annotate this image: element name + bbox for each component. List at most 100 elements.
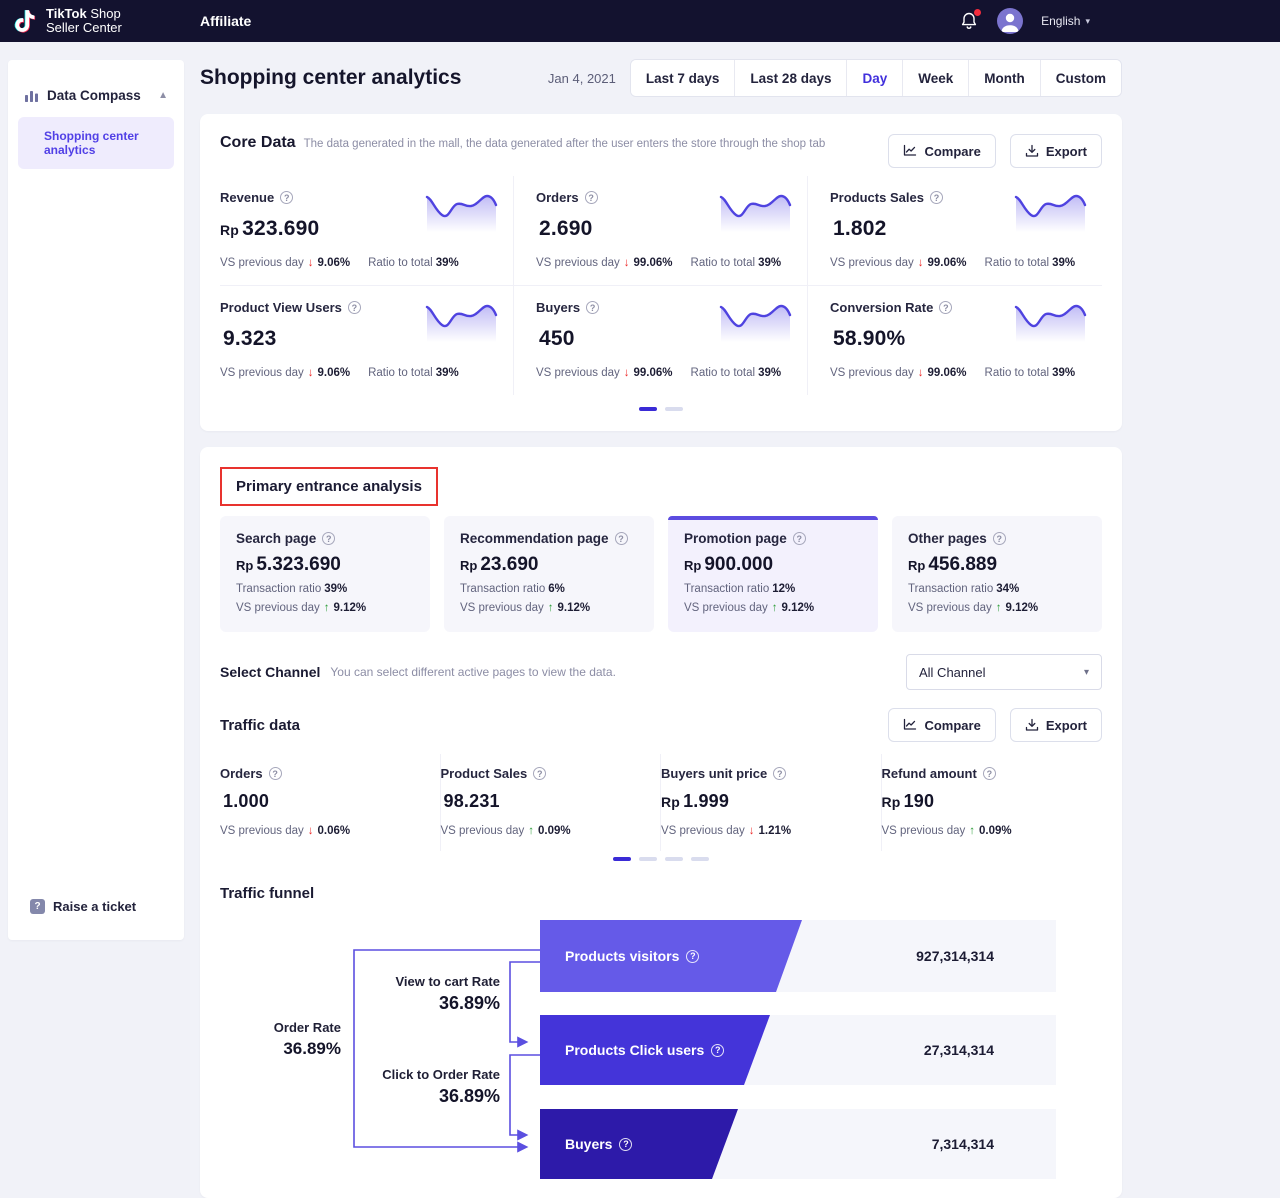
help-icon[interactable]: ? [711, 1043, 725, 1057]
help-icon[interactable]: ? [992, 532, 1006, 545]
pagination-dot[interactable] [639, 407, 657, 411]
vs-previous-day: VS previous day ↓ 9.06% [220, 257, 351, 269]
select-channel-label: Select Channel [220, 664, 321, 680]
core-carousel-pagination [220, 407, 1102, 411]
transaction-ratio: Transaction ratio 6% [460, 583, 565, 595]
help-icon[interactable]: ? [280, 191, 294, 204]
language-label: English [1041, 14, 1081, 28]
compare-chart-icon [904, 144, 917, 156]
click-to-order-rate: Click to Order Rate 36.89% [370, 1067, 500, 1107]
core-data-subtitle: The data generated in the mall, the data… [303, 138, 826, 150]
help-icon[interactable]: ? [792, 532, 806, 545]
help-icon[interactable]: ? [686, 949, 700, 963]
pagination-dot[interactable] [665, 857, 683, 861]
help-icon[interactable]: ? [929, 191, 943, 204]
help-icon[interactable]: ? [347, 301, 361, 314]
help-icon[interactable]: ? [268, 767, 282, 780]
traffic-metric-refund-amount: Refund amount? Rp 190 VS previous day ↑ 0.0… [881, 766, 1012, 837]
metric-label: Revenue [220, 190, 275, 205]
trend-arrow-icon: ↓ [623, 257, 630, 269]
traffic-carousel-pagination [220, 857, 1102, 861]
view-to-cart-value: 36.89% [438, 993, 500, 1013]
click-to-order-value: 36.89% [438, 1086, 500, 1106]
language-selector[interactable]: English ▾ [1041, 14, 1090, 28]
help-question-icon: ? [30, 899, 45, 914]
vs-previous-day: VS previous day ↓ 9.06% [220, 367, 351, 379]
export-button[interactable]: Export [1009, 134, 1102, 168]
range-last-7-days[interactable]: Last 7 days [630, 60, 735, 96]
metric-label: Conversion Rate [830, 300, 934, 315]
help-icon[interactable]: ? [586, 301, 600, 314]
help-icon[interactable]: ? [322, 532, 336, 545]
funnel-stage-value: 27,314,314 [923, 1042, 994, 1058]
primary-entrance-card: Primary entrance analysis Search page? R… [200, 447, 1122, 1198]
sidebar: Data Compass ▲ Shopping center analytics… [8, 60, 184, 940]
range-month[interactable]: Month [968, 60, 1040, 96]
sidebar-item-shopping-center-analytics[interactable]: Shopping center analytics [18, 117, 174, 169]
channel-select[interactable]: All Channel ▾ [906, 654, 1102, 690]
range-custom[interactable]: Custom [1039, 60, 1121, 96]
export-label: Export [1045, 717, 1087, 733]
notifications-bell-icon[interactable] [959, 9, 982, 31]
brand-logo[interactable]: TikTok Shop Seller Center [0, 7, 186, 35]
metric-label: Products Sales [830, 190, 924, 205]
traffic-data-title: Traffic data [220, 716, 301, 734]
sidebar-group-data-compass[interactable]: Data Compass ▲ [8, 60, 184, 115]
help-icon[interactable]: ? [533, 767, 547, 780]
compare-button[interactable]: Compare [888, 134, 996, 168]
metric-label: Orders [220, 766, 263, 781]
current-date: Jan 4, 2021 [547, 70, 616, 86]
trend-arrow-icon: ↓ [307, 825, 314, 837]
brand-shop: Shop [90, 6, 121, 21]
vs-previous-day: VS previous day ↓ 1.21% [661, 825, 792, 837]
chevron-down-icon: ▾ [1085, 15, 1090, 26]
pagination-dot[interactable] [639, 857, 657, 861]
entrance-card-other-pages[interactable]: Other pages? Rp 456.889 Transaction ratio… [892, 516, 1102, 632]
entrance-card-search-page[interactable]: Search page? Rp 5.323.690 Transaction rat… [220, 516, 430, 632]
help-icon[interactable]: ? [939, 301, 953, 314]
metric-buyers: Buyers? 450 VS previous day ↓ 99.06% Ratio… [514, 286, 808, 395]
main-content: Shopping center analytics Jan 4, 2021 La… [200, 42, 1122, 1198]
traffic-export-button[interactable]: Export [1009, 708, 1102, 742]
page-header: Shopping center analytics Jan 4, 2021 La… [200, 58, 1122, 98]
help-icon[interactable]: ? [614, 532, 628, 545]
primary-entrance-title: Primary entrance analysis [220, 467, 438, 506]
sidebar-group-label: Data Compass [47, 88, 141, 103]
entrance-card-promotion-page[interactable]: Promotion page? Rp 900.000 Transaction ra… [668, 516, 878, 632]
metric-label: Buyers unit price [661, 766, 768, 781]
trend-arrow-icon: ↓ [307, 367, 314, 379]
entrance-card-recommendation-page[interactable]: Recommendation page? Rp 23.690 Transactio… [444, 516, 654, 632]
entrance-label: Other pages [908, 531, 987, 546]
traffic-funnel-diagram: Order Rate 36.89% View to cart Rate 36.8… [220, 912, 1102, 1184]
nav-affiliate[interactable]: Affiliate [200, 13, 252, 29]
entrance-cards-row: Search page? Rp 5.323.690 Transaction rat… [220, 516, 1102, 632]
tiktok-note-icon [14, 10, 36, 33]
entrance-label: Recommendation page [460, 531, 609, 546]
metric-value: 1.802 [833, 217, 887, 240]
ratio-to-total: Ratio to total 39% [984, 367, 1076, 379]
trend-arrow-icon: ↓ [917, 367, 924, 379]
user-avatar[interactable] [997, 8, 1024, 34]
ratio-to-total: Ratio to total 39% [368, 257, 459, 269]
metric-label: Buyers [536, 300, 581, 315]
raise-ticket-button[interactable]: ? Raise a ticket [8, 889, 184, 924]
traffic-compare-button[interactable]: Compare [888, 708, 996, 742]
range-day[interactable]: Day [846, 60, 903, 96]
pagination-dot[interactable] [691, 857, 709, 861]
range-week[interactable]: Week [902, 60, 969, 96]
pagination-dot[interactable] [613, 857, 631, 861]
brand-text: TikTok Shop Seller Center [46, 7, 122, 35]
vs-previous-day: VS previous day ↓ 0.06% [220, 825, 351, 837]
transaction-ratio: Transaction ratio 39% [236, 583, 348, 595]
vs-previous-day: VS previous day ↓ 99.06% [536, 367, 673, 379]
pagination-dot[interactable] [665, 407, 683, 411]
date-range-segmented-control: Last 7 days Last 28 days Day Week Month … [629, 59, 1122, 97]
help-icon[interactable]: ? [619, 1137, 633, 1151]
metric-label: Product View Users [220, 300, 342, 315]
select-channel-row: Select Channel You can select different … [220, 654, 1102, 690]
help-icon[interactable]: ? [982, 767, 996, 780]
range-last-28-days[interactable]: Last 28 days [734, 60, 847, 96]
help-icon[interactable]: ? [584, 191, 598, 204]
page-title: Shopping center analytics [200, 66, 462, 89]
help-icon[interactable]: ? [773, 767, 787, 780]
